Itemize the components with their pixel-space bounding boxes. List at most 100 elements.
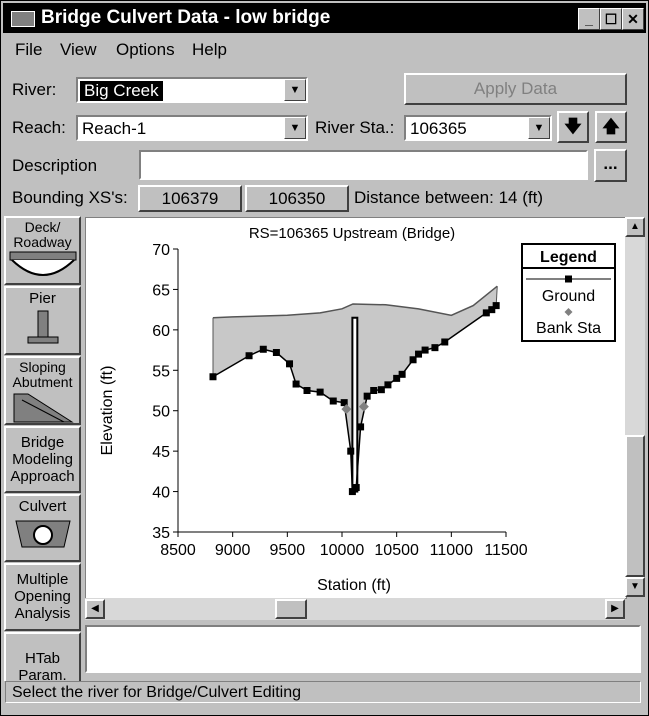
- legend-ground-label: Ground: [542, 288, 595, 305]
- chart-title: RS=106365 Upstream (Bridge): [249, 225, 455, 242]
- close-button[interactable]: ✕: [622, 8, 644, 30]
- reach-select[interactable]: Reach-1 ▼: [76, 115, 308, 141]
- cross-section-plot[interactable]: RS=106365 Upstream (Bridge) 35 40 45 50 55 60 6…: [85, 217, 627, 599]
- menu-bar: File View Options Help: [3, 37, 646, 65]
- y-tick-label: 35: [152, 525, 170, 542]
- y-tick-label: 40: [152, 485, 170, 502]
- prev-station-button[interactable]: 🡇: [557, 111, 589, 143]
- ground-point: [347, 447, 355, 455]
- ground-point: [272, 348, 280, 356]
- reach-label: Reach:: [12, 118, 66, 137]
- apply-data-button[interactable]: Apply Data: [404, 73, 627, 105]
- next-station-button[interactable]: 🡅: [595, 111, 627, 143]
- bank-station-point: [358, 401, 369, 412]
- legend-title: Legend: [540, 249, 597, 266]
- cross-section-chart: RS=106365 Upstream (Bridge) 35 40 45 50 55 60 6…: [99, 225, 616, 594]
- title-bar: Bridge Culvert Data - low bridge _ ☐ ✕: [3, 3, 646, 33]
- htab-param-button[interactable]: HTab Param.: [4, 632, 81, 681]
- y-tick-label: 55: [152, 363, 170, 380]
- pier-icon: [27, 310, 58, 344]
- vertical-scroll-thumb[interactable]: [625, 435, 645, 577]
- window-title: Bridge Culvert Data - low bridge: [41, 7, 331, 28]
- description-input[interactable]: [139, 150, 588, 180]
- scroll-down-button[interactable]: ▼: [625, 577, 645, 597]
- bridge-modeling-approach-button[interactable]: Bridge Modeling Approach: [4, 426, 81, 493]
- tool-label: Bridge Modeling Approach: [10, 434, 75, 485]
- menu-file[interactable]: File: [15, 40, 43, 59]
- culvert-button[interactable]: Culvert: [4, 494, 81, 562]
- bank-station-point: [341, 404, 352, 415]
- deck-icon: [9, 251, 76, 276]
- ground-point: [384, 381, 392, 389]
- x-tick-label: 10000: [320, 542, 365, 559]
- ground-point: [409, 356, 417, 364]
- y-tick-label: 65: [152, 282, 170, 299]
- legend-ground-marker: [565, 275, 572, 283]
- multiple-opening-button[interactable]: Multiple Opening Analysis: [4, 563, 81, 631]
- menu-view[interactable]: View: [60, 40, 97, 59]
- sloping-abutment-button[interactable]: Sloping Abutment: [4, 356, 81, 425]
- tool-label: Culvert: [18, 498, 67, 515]
- tool-label: Multiple Opening Analysis: [14, 571, 71, 622]
- chevron-down-icon[interactable]: ▼: [528, 117, 550, 139]
- menu-help[interactable]: Help: [192, 40, 227, 59]
- river-sta-label: River Sta.:: [315, 118, 395, 137]
- chevron-down-icon[interactable]: ▼: [284, 79, 306, 101]
- x-tick-label: 8500: [160, 542, 196, 559]
- chevron-down-icon[interactable]: ▼: [284, 117, 306, 139]
- notes-area[interactable]: [85, 625, 641, 673]
- abutment-icon: [13, 393, 74, 423]
- river-label: River:: [12, 80, 57, 99]
- description-label: Description: [12, 156, 98, 175]
- y-tick-label: 50: [152, 404, 170, 421]
- river-value: Big Creek: [80, 81, 163, 101]
- ground-point: [340, 399, 348, 407]
- editor-toolbar: Deck/ Roadway Pier Sloping Abutment Brid…: [4, 216, 82, 681]
- ground-point: [393, 374, 401, 382]
- scroll-up-button[interactable]: ▲: [625, 217, 645, 237]
- river-select[interactable]: Big Creek ▼: [76, 77, 308, 103]
- legend-bank-marker: [564, 308, 573, 316]
- vertical-scrollbar[interactable]: ▲ ▼: [625, 217, 645, 597]
- pier-shape: [351, 316, 359, 493]
- bounding-xs-label: Bounding XS's:: [12, 188, 128, 207]
- ground-point: [329, 397, 337, 405]
- ground-point: [488, 306, 496, 314]
- river-sta-value: 106365: [410, 119, 467, 138]
- ground-point: [377, 386, 385, 394]
- scroll-right-button[interactable]: ▶: [605, 599, 625, 619]
- ground-point: [415, 350, 423, 358]
- x-tick-label: 9500: [270, 542, 306, 559]
- bounding-downstream-button[interactable]: 106350: [245, 185, 349, 212]
- maximize-button[interactable]: ☐: [600, 8, 622, 30]
- menu-options[interactable]: Options: [116, 40, 175, 59]
- window-menu-icon[interactable]: [11, 11, 35, 27]
- ground-point: [370, 387, 378, 394]
- reach-value: Reach-1: [82, 119, 147, 138]
- pier-button[interactable]: Pier: [4, 286, 81, 355]
- ground-point: [482, 309, 490, 317]
- legend-box: [521, 243, 616, 342]
- ground-point: [259, 345, 267, 353]
- culvert-icon: [14, 520, 71, 548]
- ground-point: [303, 387, 311, 394]
- distance-between-text: Distance between: 14 (ft): [354, 188, 543, 207]
- minimize-button[interactable]: _: [578, 8, 600, 30]
- river-sta-select[interactable]: 106365 ▼: [404, 115, 552, 141]
- x-tick-label: 11500: [484, 542, 527, 559]
- horizontal-scrollbar[interactable]: ◀ ▶: [85, 598, 625, 620]
- y-tick-label: 60: [152, 323, 170, 340]
- description-more-button[interactable]: ...: [594, 149, 627, 182]
- scroll-left-button[interactable]: ◀: [85, 599, 105, 619]
- tool-label: Sloping Abutment: [12, 359, 73, 390]
- deck-roadway-button[interactable]: Deck/ Roadway: [4, 216, 81, 285]
- ground-point: [431, 344, 439, 352]
- y-axis-label: Elevation (ft): [99, 366, 116, 456]
- arrow-down-icon: 🡇: [564, 117, 582, 136]
- bounding-upstream-button[interactable]: 106379: [138, 185, 242, 212]
- ground-point: [352, 484, 360, 492]
- ground-point: [316, 388, 324, 396]
- x-tick-label: 9000: [215, 542, 251, 559]
- horizontal-scroll-thumb[interactable]: [275, 599, 307, 619]
